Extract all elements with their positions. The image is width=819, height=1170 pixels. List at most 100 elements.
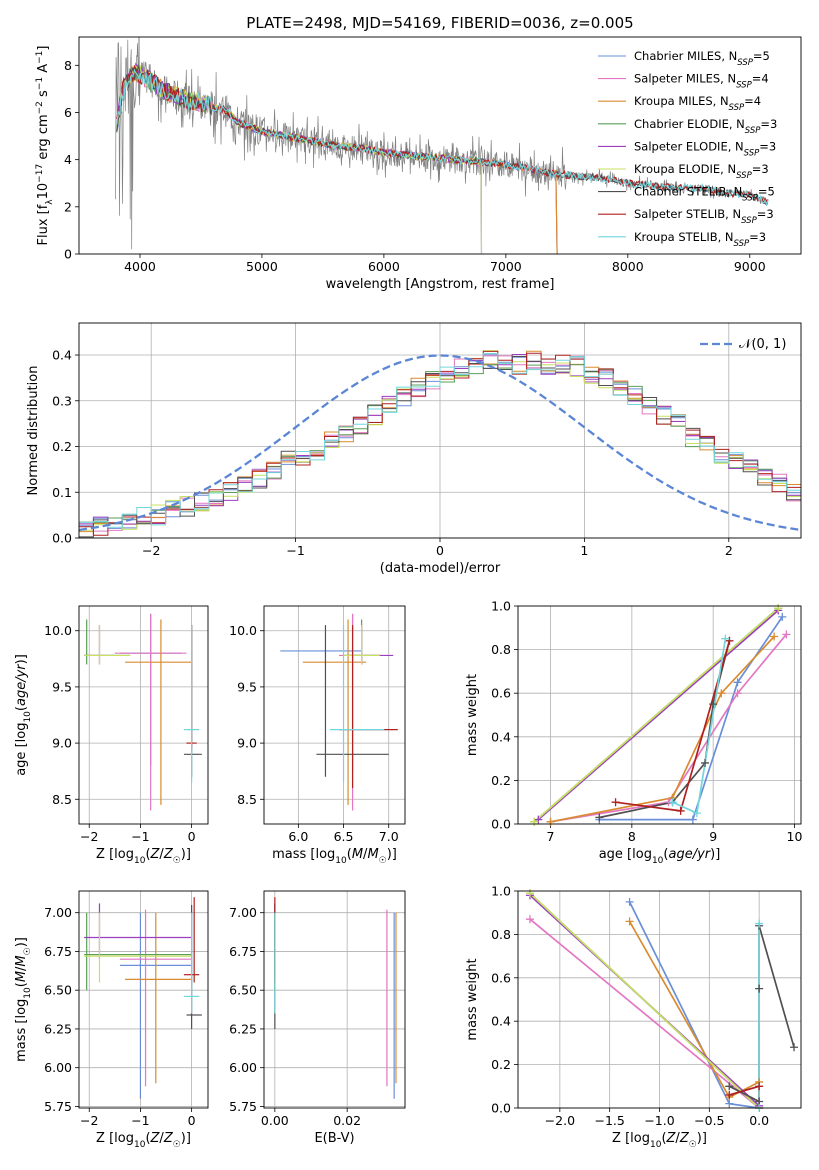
axes-frame xyxy=(78,605,209,825)
mass-weight-line xyxy=(728,925,795,1103)
y-tick-label: 0.1 xyxy=(52,485,72,500)
x-tick-label: 7 xyxy=(547,829,555,844)
x-tick-label: −2 xyxy=(80,829,98,844)
legend-subscript: SSP xyxy=(734,239,750,249)
x-axis-label: Z [log10(Z/Z☉)] xyxy=(612,1131,707,1150)
y-tick-label: 10.0 xyxy=(229,623,257,638)
legend-subscript: SSP xyxy=(737,58,753,68)
x-axis-label: wavelength [Angstrom, rest frame] xyxy=(326,277,555,292)
plus-marker xyxy=(755,984,764,993)
plus-marker xyxy=(721,634,730,643)
plus-marker xyxy=(625,897,634,906)
plus-marker xyxy=(725,636,734,645)
plus-marker xyxy=(546,817,555,826)
panel-mass-weight-vs-Z: −2.0 −1.5 −1.0 −0.5 0.0 0.0 0.2 0.4 0.6 0.8 1.0 Z [… xyxy=(465,884,802,1150)
y-axis-label: mass weight xyxy=(465,674,480,756)
axes-frame xyxy=(263,605,406,825)
legend-count: =4 xyxy=(752,72,769,86)
axes-frame xyxy=(78,322,802,539)
y-tick-label: 0.4 xyxy=(52,348,72,363)
spectrum-model-kroupa-stelib xyxy=(116,68,769,207)
legend-label: Kroupa ELODIE, NSSP=3 xyxy=(634,162,769,181)
x-tick-label: 0.02 xyxy=(333,1113,361,1128)
plus-marker xyxy=(692,809,701,818)
y-tick-label: 2 xyxy=(64,199,72,214)
x-axis-label: mass [log10(M/M☉)] xyxy=(272,847,397,866)
plus-marker xyxy=(525,889,534,898)
y-tick-label: 0.0 xyxy=(491,1101,511,1116)
plot-area xyxy=(264,891,405,1108)
plus-marker xyxy=(534,815,543,824)
plus-marker xyxy=(525,915,534,924)
y-tick-label: 6.75 xyxy=(229,944,257,959)
x-tick-label: −0.5 xyxy=(694,1113,724,1128)
plus-marker xyxy=(733,689,742,698)
x-tick-label: 0.00 xyxy=(261,1113,289,1128)
mass-weight-line xyxy=(533,607,779,823)
y-tick-label: 0.3 xyxy=(52,393,72,408)
plus-marker xyxy=(755,919,764,928)
mass-weight-line xyxy=(550,633,788,823)
legend-label: Kroupa STELIB, NSSP=3 xyxy=(634,230,766,249)
legend-label: Chabrier MILES, NSSP=5 xyxy=(634,49,770,68)
legend-label: Salpeter STELIB, NSSP=3 xyxy=(634,207,774,226)
plus-marker xyxy=(782,630,791,639)
x-axis-label: E(B-V) xyxy=(314,1131,354,1146)
legend-subscript: SSP xyxy=(741,216,757,226)
x-axis-label: Z [log10(Z/Z☉)] xyxy=(96,847,191,866)
x-tick-label: 7000 xyxy=(490,259,522,274)
x-tick-label: −1 xyxy=(131,1113,149,1128)
x-tick-label: −1 xyxy=(131,829,149,844)
y-tick-label: 6.75 xyxy=(44,944,72,959)
legend-subscript: SSP xyxy=(744,148,760,158)
axes-frame xyxy=(263,890,406,1109)
y-tick-label: 6.25 xyxy=(44,1021,72,1036)
legend-label: Salpeter MILES, NSSP=4 xyxy=(634,72,769,91)
plus-marker xyxy=(530,817,539,826)
y-tick-label: 10.0 xyxy=(44,623,72,638)
x-tick-label: −2 xyxy=(142,543,160,558)
legend-label: Chabrier STELIB, NSSP=5 xyxy=(634,185,775,204)
y-tick-label: 0.2 xyxy=(491,773,511,788)
plot-area xyxy=(79,606,208,824)
legend-count: =3 xyxy=(760,117,777,131)
y-tick-label: 8.5 xyxy=(52,792,72,807)
spectrum-model-salpeter-stelib xyxy=(116,65,769,205)
y-tick-label: 0.8 xyxy=(491,642,511,657)
y-tick-label: 9.0 xyxy=(52,736,72,751)
x-tick-label: 9 xyxy=(709,829,717,844)
y-tick-label: 0.8 xyxy=(491,927,511,942)
x-tick-label: 0 xyxy=(188,829,196,844)
plus-marker xyxy=(676,806,685,815)
plus-marker xyxy=(733,678,742,687)
legend-subscript: SSP xyxy=(745,126,761,136)
y-axis-label: Normed distribution xyxy=(26,366,41,496)
y-tick-label: 4 xyxy=(64,152,72,167)
panel-age-vs-mass: 6.0 6.5 7.0 8.5 9.0 9.5 10.0 mass [log10(M/M☉)] xyxy=(229,605,406,866)
legend-subscript: SSP xyxy=(736,81,752,91)
y-tick-label: 6.25 xyxy=(229,1021,257,1036)
mass-weight-line xyxy=(599,616,784,821)
plot-area xyxy=(518,891,801,1108)
plus-marker xyxy=(774,604,783,613)
legend-subscript: SSP xyxy=(736,171,752,181)
y-axis-label: Flux [fλ10−17 erg cm−2 s−1 A−1] xyxy=(35,46,55,246)
y-tick-label: 0.6 xyxy=(491,970,511,985)
y-axis-label: age [log10(age/yr)] xyxy=(14,654,33,776)
plus-marker xyxy=(725,1090,734,1099)
y-tick-label: 8 xyxy=(64,58,72,73)
axes-frame xyxy=(517,890,802,1109)
y-tick-label: 7.00 xyxy=(44,905,72,920)
plus-marker xyxy=(701,758,710,767)
plot-area xyxy=(115,37,769,254)
x-tick-label: 6.0 xyxy=(288,829,308,844)
figure-title: PLATE=2498, MJD=54169, FIBERID=0036, z=0… xyxy=(246,14,633,32)
mass-weight-line xyxy=(628,920,760,1099)
x-tick-label: 6.5 xyxy=(334,829,354,844)
y-tick-label: 6.00 xyxy=(44,1060,72,1075)
y-tick-label: 0 xyxy=(64,247,72,262)
legend-subscript: SSP xyxy=(729,103,745,113)
y-tick-label: 0.4 xyxy=(491,729,511,744)
x-tick-label: 6000 xyxy=(368,259,400,274)
x-tick-label: 4000 xyxy=(124,259,156,274)
